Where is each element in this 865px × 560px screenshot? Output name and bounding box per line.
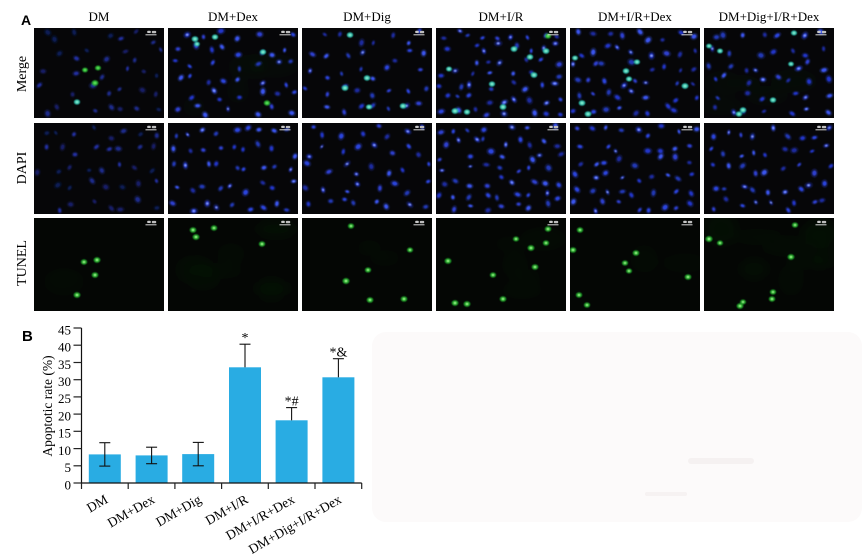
svg-text:20: 20 bbox=[58, 408, 71, 423]
svg-text:*#: *# bbox=[285, 395, 299, 410]
svg-text:30: 30 bbox=[58, 374, 71, 389]
svg-text:*&: *& bbox=[329, 346, 347, 361]
svg-text:DM+Dex: DM+Dex bbox=[105, 491, 158, 530]
svg-text:15: 15 bbox=[58, 426, 71, 441]
svg-text:10: 10 bbox=[58, 443, 71, 458]
svg-text:0: 0 bbox=[65, 477, 72, 492]
svg-text:DM+Dig: DM+Dig bbox=[153, 491, 204, 529]
svg-text:DM: DM bbox=[84, 492, 110, 516]
svg-text:Apoptotic rate (%): Apoptotic rate (%) bbox=[40, 355, 55, 456]
svg-text:40: 40 bbox=[58, 340, 71, 355]
svg-text:35: 35 bbox=[58, 357, 71, 372]
svg-text:45: 45 bbox=[58, 322, 71, 337]
svg-text:*: * bbox=[242, 331, 249, 346]
svg-text:25: 25 bbox=[58, 391, 71, 406]
svg-text:5: 5 bbox=[65, 460, 72, 475]
